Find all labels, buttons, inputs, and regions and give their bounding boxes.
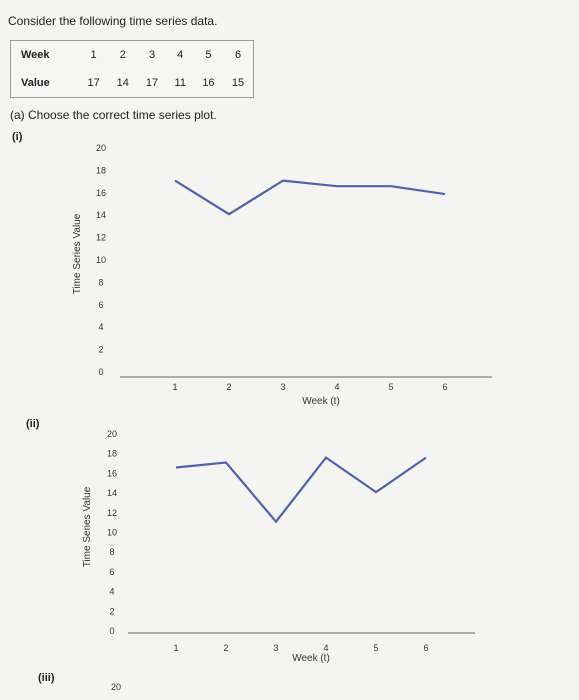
x-tick-label: 6 bbox=[442, 382, 447, 392]
x-tick-label: 6 bbox=[423, 643, 428, 653]
y-tick-label: 16 bbox=[96, 188, 106, 198]
y-tick-label: 6 bbox=[98, 300, 103, 310]
intro-text: Consider the following time series data. bbox=[8, 14, 218, 28]
series-line bbox=[174, 179, 446, 216]
y-tick-label: 12 bbox=[107, 508, 117, 518]
option-label-iii[interactable]: (iii) bbox=[38, 672, 55, 684]
week-cell: 3 bbox=[148, 49, 156, 61]
y-tick-label: 14 bbox=[107, 488, 117, 498]
y-tick-label: 8 bbox=[98, 277, 103, 287]
y-tick-label: 2 bbox=[109, 606, 114, 616]
option-label-i[interactable]: (i) bbox=[12, 131, 23, 143]
week-cell: 1 bbox=[90, 49, 97, 61]
y-tick-label: 6 bbox=[109, 567, 114, 577]
y-tick-label: 0 bbox=[109, 626, 114, 636]
y-tick-label: 20 bbox=[96, 143, 106, 153]
y-tick-label: 20 bbox=[107, 429, 117, 439]
week-cell: 5 bbox=[205, 49, 212, 61]
y-tick-label: 10 bbox=[107, 528, 117, 538]
x-tick-label: 1 bbox=[172, 382, 177, 392]
value-cell: 14 bbox=[116, 77, 129, 89]
option-label-ii[interactable]: (ii) bbox=[26, 418, 40, 430]
value-cell: 17 bbox=[145, 77, 159, 89]
y-tick-label: 0 bbox=[98, 367, 103, 377]
y-axis-title: Time Series Value bbox=[82, 486, 93, 567]
x-tick-label: 4 bbox=[334, 382, 339, 392]
y-tick-label: 2 bbox=[98, 345, 103, 355]
x-tick-label: 3 bbox=[273, 643, 278, 653]
table-row-week: Week 1 2 3 4 5 6 bbox=[11, 41, 254, 70]
value-cell: 15 bbox=[231, 77, 245, 89]
y-tick-label: 8 bbox=[109, 547, 114, 557]
x-tick-label: 4 bbox=[323, 643, 328, 653]
x-axis-title: Week (t) bbox=[302, 396, 340, 407]
y-tick-label: 10 bbox=[96, 255, 106, 265]
value-header: Value bbox=[21, 77, 50, 89]
y-tick-label: 14 bbox=[96, 210, 106, 220]
y-tick-label: 4 bbox=[98, 322, 103, 332]
y-tick-label: 4 bbox=[109, 587, 114, 597]
question-text: (a) Choose the correct time series plot. bbox=[10, 108, 217, 122]
value-cell: 16 bbox=[202, 77, 215, 89]
value-cell: 11 bbox=[174, 77, 186, 89]
y-tick-label: 18 bbox=[107, 449, 117, 459]
y-tick-label: 20 bbox=[111, 682, 121, 692]
y-tick-label: 12 bbox=[96, 233, 106, 243]
week-header: Week bbox=[21, 49, 50, 61]
y-tick-label: 18 bbox=[96, 165, 106, 175]
y-axis-title: Time Series Value bbox=[72, 213, 83, 294]
x-tick-label: 1 bbox=[173, 643, 178, 653]
series-line bbox=[175, 456, 427, 524]
y-tick-label: 16 bbox=[107, 468, 117, 478]
table-row-value: Value 17 14 17 11 16 15 bbox=[11, 69, 254, 98]
week-cell: 2 bbox=[119, 49, 126, 61]
week-cell: 6 bbox=[234, 49, 242, 61]
x-tick-label: 5 bbox=[373, 643, 378, 653]
data-table: Week 1 2 3 4 5 6 Value 17 14 17 11 16 15 bbox=[10, 40, 254, 98]
week-cell: 4 bbox=[177, 49, 184, 61]
x-tick-label: 2 bbox=[226, 382, 231, 392]
x-tick-label: 3 bbox=[280, 382, 285, 392]
x-tick-label: 5 bbox=[388, 382, 393, 392]
value-cell: 17 bbox=[87, 77, 100, 89]
x-axis-title: Week (t) bbox=[292, 653, 330, 664]
x-tick-label: 2 bbox=[223, 643, 228, 653]
